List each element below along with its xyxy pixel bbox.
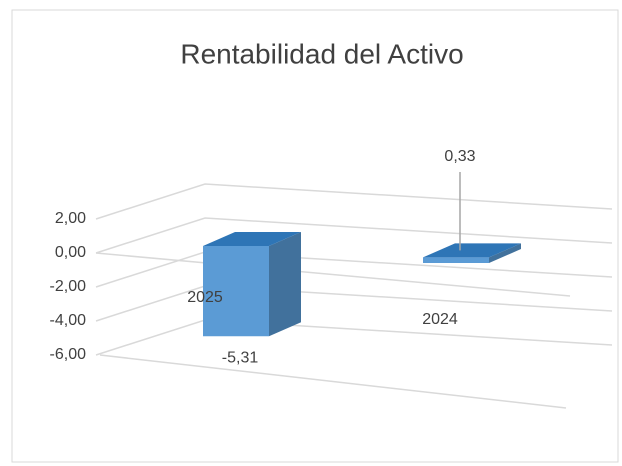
x-tick-label: 2025 (187, 289, 223, 306)
data-label: 0,33 (444, 148, 475, 165)
grid-line (95, 183, 613, 220)
y-tick-label: 2,00 (55, 210, 86, 227)
bar-front (203, 246, 269, 337)
bar (203, 232, 301, 337)
chart-title: Rentabilidad del Activo (180, 38, 463, 69)
x-tick-label: 2024 (422, 311, 458, 328)
y-tick-label: -4,00 (50, 312, 87, 329)
bar-front (423, 257, 489, 263)
zero-plane (95, 252, 571, 297)
bar-side (269, 232, 301, 337)
y-tick-label: 0,00 (55, 244, 86, 261)
bar-top (423, 243, 521, 258)
bar-side (489, 243, 521, 263)
bar (423, 243, 521, 263)
y-tick-label: -6,00 (50, 346, 87, 363)
bar-top (203, 232, 301, 246)
y-tick-label: -2,00 (50, 278, 87, 295)
data-label: -5,31 (222, 349, 259, 366)
chart-border (11, 9, 619, 463)
floor-edge (99, 354, 567, 409)
grid-line (95, 217, 613, 254)
